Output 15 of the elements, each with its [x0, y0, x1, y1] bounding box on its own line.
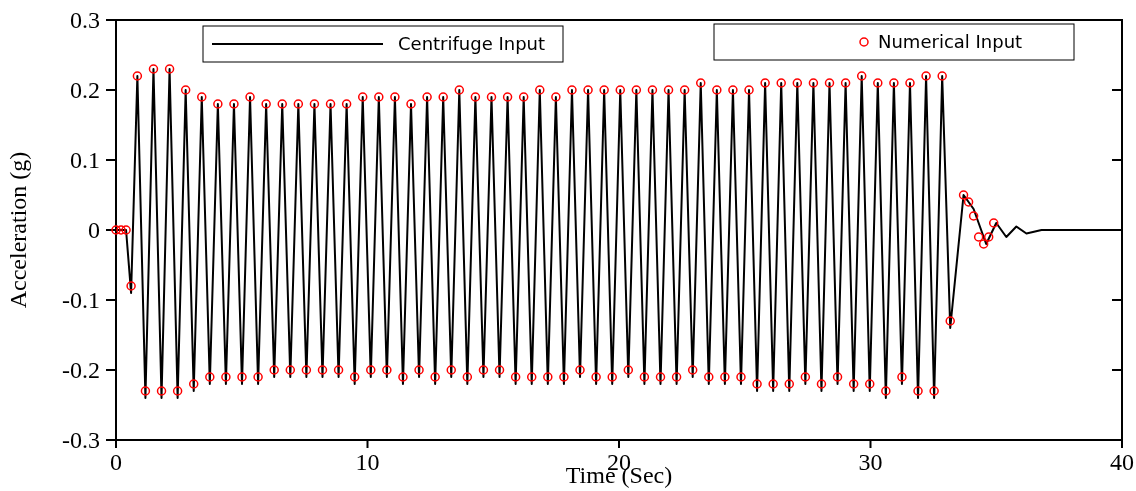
y-tick-label: -0.2 [62, 357, 100, 384]
legend-label: Numerical Input [878, 31, 1023, 53]
y-tick-label: 0 [88, 217, 100, 244]
x-tick-label: 30 [858, 449, 883, 475]
x-tick-label: 40 [1110, 449, 1134, 475]
y-tick-label: -0.3 [62, 427, 100, 454]
y-axis-title: Acceleration (g) [5, 151, 31, 309]
y-tick-label: -0.1 [62, 287, 100, 314]
y-tick-label: 0.1 [70, 147, 100, 174]
x-tick-label: 10 [355, 449, 380, 475]
legend: Centrifuge Input [202, 25, 564, 63]
x-tick-label: 0 [110, 449, 122, 475]
y-tick-label: 0.2 [70, 77, 100, 104]
y-tick-label: 0.3 [70, 7, 100, 34]
legend: Numerical Input [713, 23, 1075, 61]
